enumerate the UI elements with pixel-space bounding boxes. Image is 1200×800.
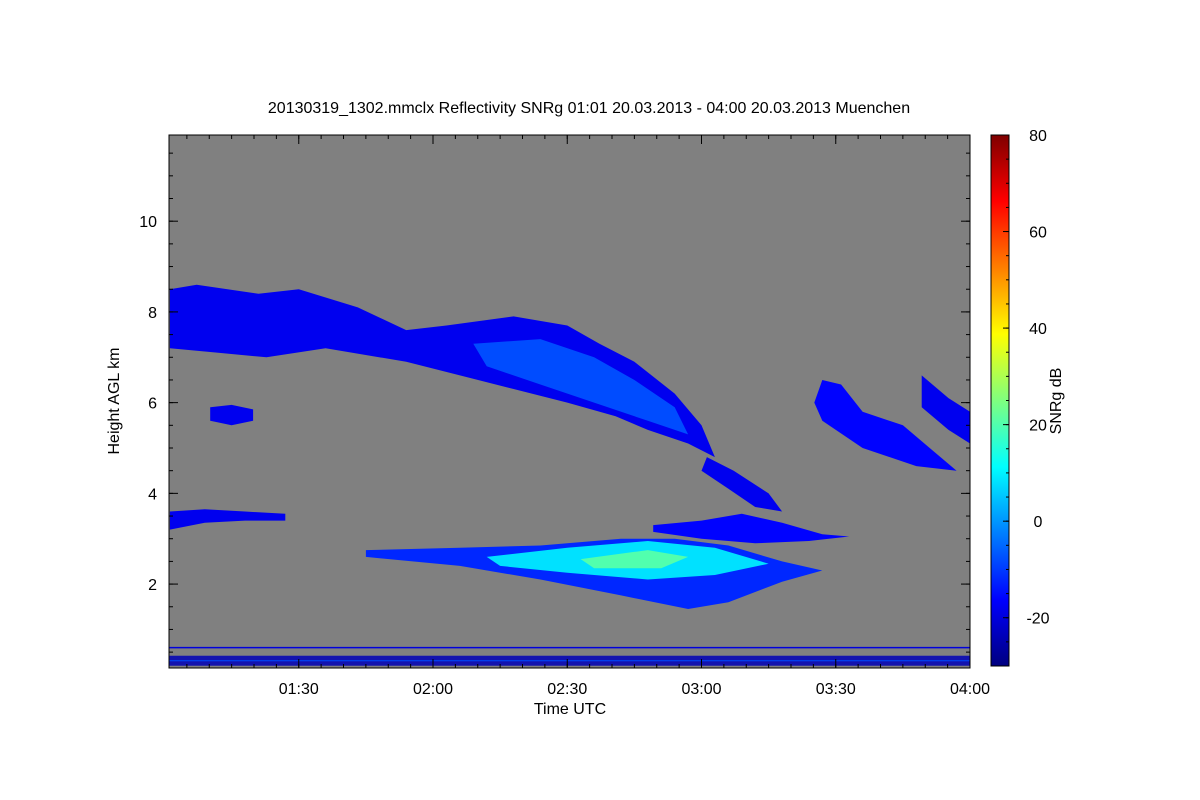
y-axis-label: Height AGL km	[106, 347, 123, 454]
y-axis: 2 4 6 8 10	[139, 152, 970, 653]
echo-region-precip-layer-peak	[580, 550, 689, 569]
x-tick-label: 04:00	[950, 681, 990, 698]
y-tick-label: 6	[148, 396, 157, 413]
echo-region-cloud-right-edge	[921, 375, 970, 444]
echo-region-upper-cirrus-core	[473, 339, 689, 435]
echo-region-cloud-3.5h	[814, 380, 957, 471]
echo-region-small-cloud-5.8km	[210, 404, 254, 426]
echo-region-upper-cirrus-band	[169, 284, 715, 458]
x-tick-label: 03:00	[681, 681, 721, 698]
x-tick-label: 03:30	[816, 681, 856, 698]
y-tick-label: 4	[148, 486, 157, 503]
colorbar-tick-label: 60	[1029, 225, 1047, 242]
colorbar-tick-label: 80	[1029, 128, 1047, 145]
colorbar-tick-label: -20	[1026, 611, 1049, 628]
echo-regions	[169, 284, 970, 609]
y-tick-label: 8	[148, 305, 157, 322]
x-axis: 01:30 02:00 02:30 03:00 03:30 04:00	[186, 135, 990, 698]
colorbar-tick-label: 40	[1029, 321, 1047, 338]
echo-region-band-3.5km	[169, 509, 286, 530]
y-tick-label: 10	[139, 214, 157, 231]
chart-title: 20130319_1302.mmclx Reflectivity SNRg 01…	[268, 100, 910, 117]
colorbar-tick-label: 20	[1029, 418, 1047, 435]
x-axis-label: Time UTC	[534, 701, 606, 718]
surface-clutter-lines	[169, 646, 970, 666]
echo-region-descending-link	[701, 457, 783, 512]
colorbar-tick-label: 0	[1034, 514, 1043, 531]
echo-region-mid-level-layer-3km	[653, 513, 850, 544]
x-tick-label: 01:30	[279, 681, 319, 698]
colorbar-label: SNRg dB	[1048, 368, 1065, 435]
y-tick-label: 2	[148, 577, 157, 594]
x-tick-label: 02:30	[547, 681, 587, 698]
colorbar-axis: -20 0 20 40 60 80	[1003, 128, 1050, 643]
plot-frame	[168, 134, 971, 669]
x-tick-label: 02:00	[413, 681, 453, 698]
